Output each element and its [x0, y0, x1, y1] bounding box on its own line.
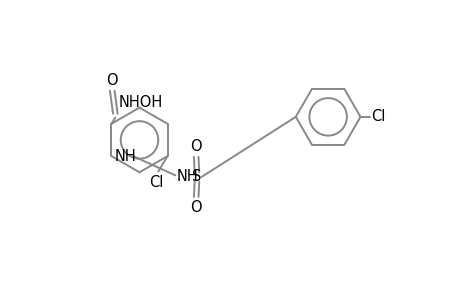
Text: O: O — [106, 73, 118, 88]
Text: O: O — [190, 139, 202, 154]
Text: NHOH: NHOH — [118, 95, 162, 110]
Text: O: O — [190, 200, 202, 215]
Text: NH: NH — [114, 148, 136, 164]
Text: NH: NH — [177, 169, 198, 184]
Text: Cl: Cl — [370, 109, 385, 124]
Text: Cl: Cl — [149, 175, 163, 190]
Text: S: S — [192, 169, 201, 184]
